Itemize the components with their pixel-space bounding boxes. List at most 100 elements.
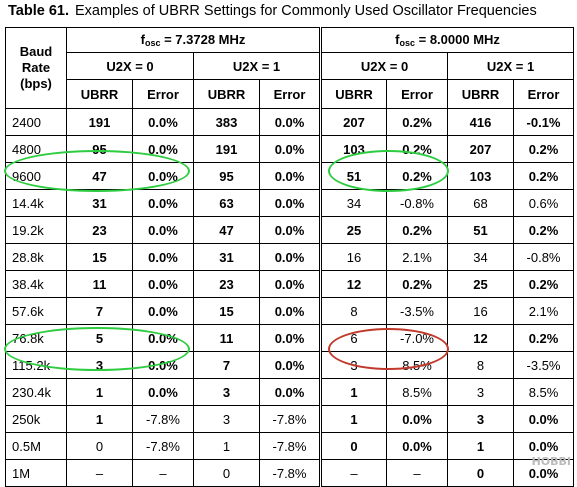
error-value-cell: 8.5% bbox=[386, 351, 449, 379]
error-value-cell: 8.5% bbox=[386, 378, 449, 406]
baud-rate-cell: 115.2k bbox=[5, 351, 67, 379]
error-value-cell: -7.8% bbox=[258, 432, 323, 460]
ubrr-value-cell: 1 bbox=[66, 378, 133, 406]
error-value-cell: 0.0% bbox=[132, 324, 194, 352]
ubrr-value-cell: 3 bbox=[447, 378, 515, 406]
error-value-cell: 0.0% bbox=[258, 243, 323, 271]
error-value-cell: 0.2% bbox=[386, 108, 449, 136]
error-column-header: Error bbox=[513, 79, 575, 109]
table-row: 250k 1 -7.8% 3 -7.8% 1 0.0% 3 0.0% bbox=[5, 405, 575, 433]
ubrr-value-cell: 3 bbox=[66, 351, 133, 379]
error-value-cell: 0.0% bbox=[132, 189, 194, 217]
error-column-header: Error bbox=[258, 79, 323, 109]
table-body: 2400 191 0.0% 383 0.0% 207 0.2% 416 -0.1% 4800 95 0… bbox=[5, 108, 575, 487]
ubrr-value-cell: 11 bbox=[193, 324, 260, 352]
ubrr-value-cell: 31 bbox=[66, 189, 133, 217]
table-row: 14.4k 31 0.0% 63 0.0% 34 -0.8% 68 0.6% bbox=[5, 189, 575, 217]
table-row: 76.8k 5 0.0% 11 0.0% 6 -7.0% 12 0.2% bbox=[5, 324, 575, 352]
error-value-cell: 8.5% bbox=[513, 378, 575, 406]
ubrr-value-cell: 0 bbox=[193, 459, 260, 487]
error-value-cell: 0.2% bbox=[513, 216, 575, 244]
ubrr-column-header: UBRR bbox=[193, 79, 260, 109]
ubrr-value-cell: 12 bbox=[447, 324, 515, 352]
error-value-cell: 0.0% bbox=[386, 432, 449, 460]
error-value-cell: -3.5% bbox=[386, 297, 449, 325]
table-number: Table 61. bbox=[8, 3, 69, 19]
error-value-cell: 0.0% bbox=[258, 162, 323, 190]
error-value-cell: 0.6% bbox=[513, 189, 575, 217]
ubrr-value-cell: 1 bbox=[447, 432, 515, 460]
watermark-logo: HOBBI bbox=[531, 455, 571, 468]
error-value-cell: 0.0% bbox=[132, 162, 194, 190]
fosc-symbol: f bbox=[395, 32, 400, 47]
ubrr-value-cell: 25 bbox=[447, 270, 515, 298]
ubrr-value-cell: 207 bbox=[319, 108, 388, 136]
baud-rate-cell: 76.8k bbox=[5, 324, 67, 352]
table-row: 115.2k 3 0.0% 7 0.0% 3 8.5% 8 -3.5% bbox=[5, 351, 575, 379]
error-value-cell: -0.8% bbox=[386, 189, 449, 217]
table-row: 0.5M 0 -7.8% 1 -7.8% 0 0.0% 1 0.0% bbox=[5, 432, 575, 460]
error-value-cell: 0.2% bbox=[513, 162, 575, 190]
error-value-cell: 0.0% bbox=[258, 270, 323, 298]
error-value-cell: 0.0% bbox=[132, 297, 194, 325]
baud-rate-cell: 9600 bbox=[5, 162, 67, 190]
ubrr-value-cell: 95 bbox=[66, 135, 133, 163]
error-value-cell: 0.0% bbox=[258, 351, 323, 379]
error-value-cell: 0.0% bbox=[258, 189, 323, 217]
error-value-cell: 0.0% bbox=[132, 108, 194, 136]
ubrr-value-cell: 12 bbox=[319, 270, 388, 298]
table-row: 9600 47 0.0% 95 0.0% 51 0.2% 103 0.2% bbox=[5, 162, 575, 190]
error-value-cell: -7.8% bbox=[132, 405, 194, 433]
ubrr-value-cell: 63 bbox=[193, 189, 260, 217]
error-value-cell: -0.1% bbox=[513, 108, 575, 136]
error-value-cell: -7.8% bbox=[132, 432, 194, 460]
ubrr-value-cell: 3 bbox=[193, 405, 260, 433]
table-row: 4800 95 0.0% 191 0.0% 103 0.2% 207 0.2% bbox=[5, 135, 575, 163]
table-row: 230.4k 1 0.0% 3 0.0% 1 8.5% 3 8.5% bbox=[5, 378, 575, 406]
u2x-1-header: U2X = 1 bbox=[447, 52, 575, 80]
error-value-cell: 0.2% bbox=[386, 270, 449, 298]
table-row: 57.6k 7 0.0% 15 0.0% 8 -3.5% 16 2.1% bbox=[5, 297, 575, 325]
fosc-subscript: osc bbox=[399, 38, 415, 48]
ubrr-value-cell: 8 bbox=[319, 297, 388, 325]
ubrr-value-cell: 34 bbox=[319, 189, 388, 217]
ubrr-value-cell: 0 bbox=[66, 432, 133, 460]
error-value-cell: 0.0% bbox=[132, 243, 194, 271]
ubrr-table: Baud Rate (bps) fosc = 7.3728 MHz fosc =… bbox=[5, 27, 575, 487]
baud-rate-cell: 1M bbox=[5, 459, 67, 487]
error-column-header: Error bbox=[132, 79, 194, 109]
baud-rate-cell: 14.4k bbox=[5, 189, 67, 217]
error-value-cell: 0.0% bbox=[258, 108, 323, 136]
ubrr-value-cell: 3 bbox=[319, 351, 388, 379]
table-row: 19.2k 23 0.0% 47 0.0% 25 0.2% 51 0.2% bbox=[5, 216, 575, 244]
ubrr-value-cell: 23 bbox=[66, 216, 133, 244]
error-value-cell: 0.2% bbox=[386, 162, 449, 190]
error-value-cell: 0.0% bbox=[132, 216, 194, 244]
error-value-cell: – bbox=[132, 459, 194, 487]
ubrr-column-header: UBRR bbox=[66, 79, 133, 109]
ubrr-value-cell: 25 bbox=[319, 216, 388, 244]
error-value-cell: 0.0% bbox=[258, 297, 323, 325]
ubrr-column-header: UBRR bbox=[447, 79, 515, 109]
error-value-cell: 0.0% bbox=[132, 270, 194, 298]
ubrr-value-cell: 95 bbox=[193, 162, 260, 190]
ubrr-value-cell: 1 bbox=[66, 405, 133, 433]
error-value-cell: -3.5% bbox=[513, 351, 575, 379]
error-value-cell: 0.0% bbox=[258, 378, 323, 406]
ubrr-value-cell: – bbox=[319, 459, 388, 487]
baud-label-line2: Rate bbox=[21, 60, 51, 75]
table-title: Examples of UBRR Settings for Commonly U… bbox=[74, 3, 537, 19]
error-value-cell: 0.0% bbox=[513, 432, 575, 460]
error-value-cell: 0.2% bbox=[513, 324, 575, 352]
ubrr-value-cell: 51 bbox=[447, 216, 515, 244]
fosc-value: = 7.3728 MHz bbox=[160, 32, 246, 47]
error-value-cell: 0.0% bbox=[513, 405, 575, 433]
baud-rate-cell: 0.5M bbox=[5, 432, 67, 460]
error-value-cell: -7.0% bbox=[386, 324, 449, 352]
fosc-symbol: f bbox=[140, 32, 145, 47]
ubrr-value-cell: 1 bbox=[319, 405, 388, 433]
ubrr-value-cell: 15 bbox=[66, 243, 133, 271]
ubrr-value-cell: 0 bbox=[447, 459, 515, 487]
ubrr-value-cell: 3 bbox=[193, 378, 260, 406]
error-value-cell: 0.2% bbox=[513, 135, 575, 163]
